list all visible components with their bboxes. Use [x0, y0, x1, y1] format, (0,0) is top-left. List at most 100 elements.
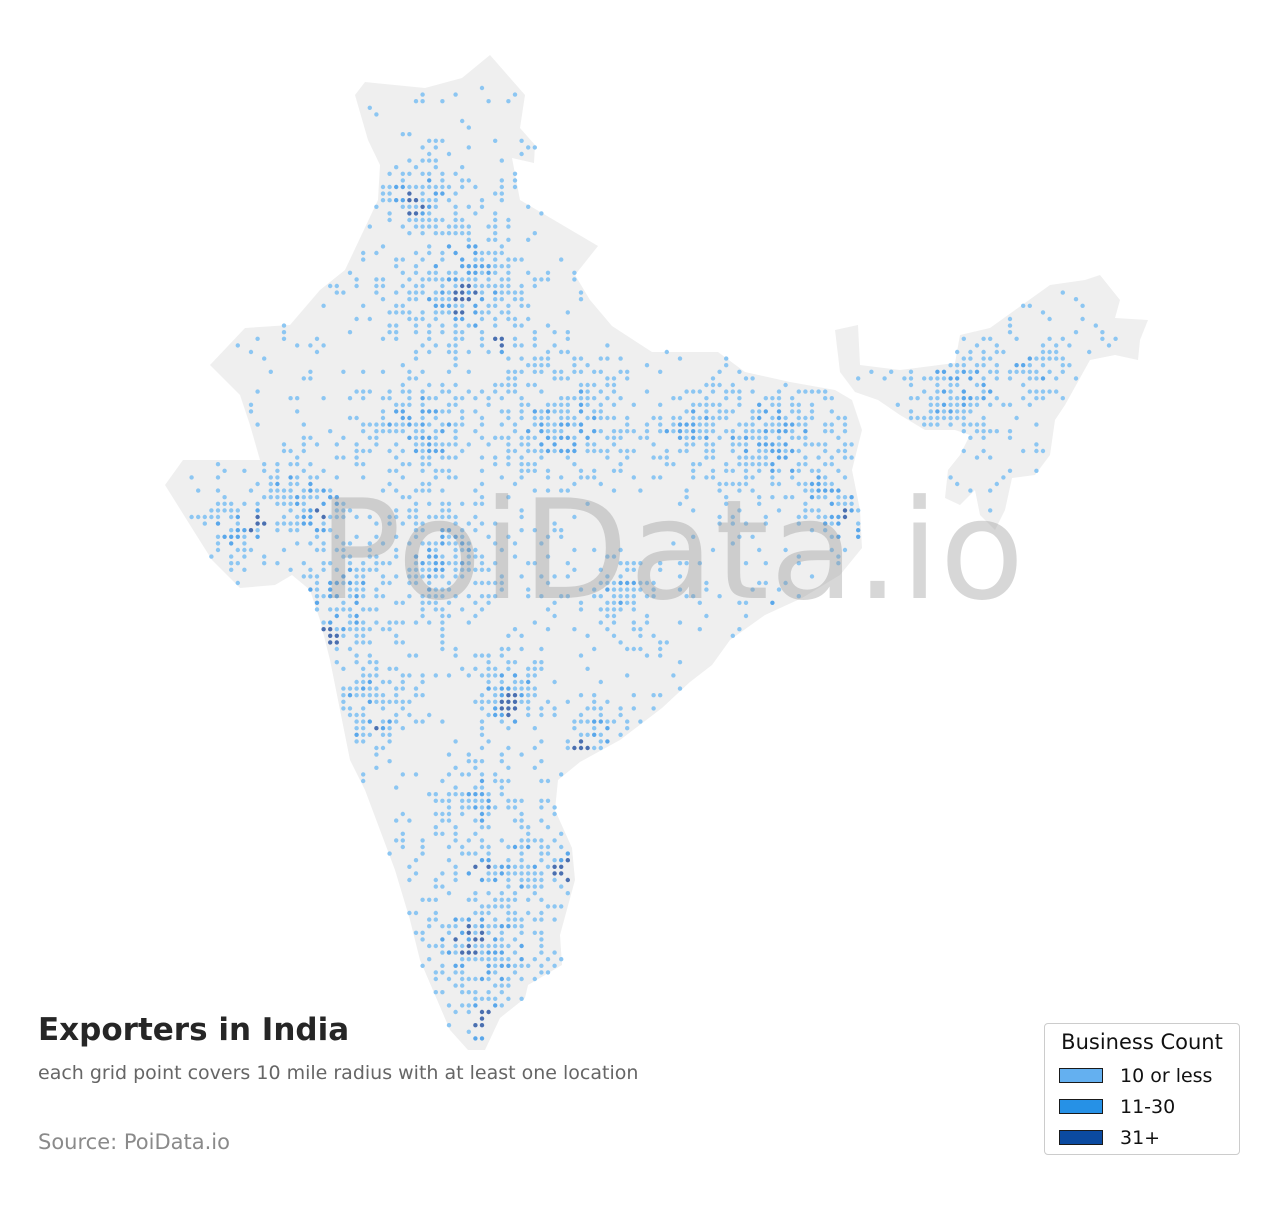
grid-point: [724, 356, 729, 361]
grid-point: [691, 468, 696, 473]
grid-point: [433, 897, 438, 902]
grid-point: [842, 547, 848, 553]
grid-point: [301, 448, 306, 454]
grid-point: [493, 224, 498, 229]
grid-point: [460, 534, 465, 539]
grid-point: [499, 983, 504, 988]
grid-point: [757, 468, 762, 473]
grid-point: [776, 422, 782, 427]
grid-point: [598, 369, 603, 374]
grid-point: [981, 435, 986, 440]
grid-point: [994, 429, 999, 434]
grid-point: [763, 462, 768, 467]
grid-point: [856, 534, 861, 539]
grid-point: [361, 673, 366, 678]
grid-point: [440, 250, 445, 256]
legend-item-low: 10 or less: [1053, 1060, 1231, 1091]
grid-point: [427, 171, 432, 176]
grid-point: [446, 442, 452, 447]
grid-point: [460, 409, 465, 414]
grid-point: [479, 937, 485, 942]
grid-point: [413, 264, 419, 269]
grid-point: [743, 613, 749, 619]
grid-point: [380, 283, 386, 289]
grid-point: [433, 145, 438, 150]
grid-point: [941, 389, 947, 394]
grid-point: [453, 554, 458, 559]
grid-point: [545, 356, 551, 361]
grid-point: [783, 495, 788, 500]
grid-point: [519, 415, 524, 421]
grid-point: [314, 508, 320, 513]
grid-point: [1027, 376, 1033, 381]
grid-point: [479, 521, 485, 526]
grid-point: [460, 574, 465, 579]
grid-point: [394, 574, 399, 579]
grid-point: [526, 204, 531, 209]
grid-point: [479, 250, 485, 256]
grid-point: [552, 917, 557, 922]
grid-point: [361, 475, 366, 480]
grid-point: [1080, 303, 1085, 308]
grid-point: [506, 264, 511, 269]
grid-point: [532, 877, 537, 883]
grid-point: [420, 851, 425, 856]
grid-point: [493, 996, 498, 1001]
grid-point: [1040, 310, 1046, 315]
grid-point: [552, 805, 557, 810]
grid-point: [380, 422, 386, 427]
grid-point: [611, 719, 617, 724]
grid-point: [446, 613, 452, 619]
grid-point: [334, 508, 339, 513]
grid-point: [400, 171, 405, 176]
grid-point: [512, 627, 518, 632]
legend-label-mid: 11-30: [1120, 1095, 1176, 1118]
grid-point: [413, 521, 419, 526]
grid-point: [453, 277, 458, 282]
grid-point: [618, 356, 623, 361]
grid-point: [420, 448, 425, 454]
grid-point: [519, 693, 524, 698]
grid-point: [374, 521, 379, 526]
grid-point: [493, 937, 498, 942]
grid-point: [618, 369, 623, 374]
grid-point: [743, 429, 749, 434]
grid-point: [552, 877, 557, 883]
grid-point: [295, 495, 300, 500]
grid-point: [776, 468, 782, 473]
grid-point: [625, 415, 630, 421]
grid-point: [354, 653, 359, 658]
grid-point: [908, 376, 914, 381]
grid-point: [466, 237, 471, 242]
grid-point: [809, 488, 815, 493]
grid-point: [374, 752, 379, 757]
grid-point: [526, 844, 531, 850]
grid-point: [829, 488, 834, 493]
grid-point: [347, 613, 353, 619]
grid-point: [994, 376, 999, 381]
grid-point: [697, 462, 702, 467]
grid-point: [420, 541, 425, 546]
grid-point: [981, 389, 986, 394]
grid-point: [618, 732, 623, 737]
grid-point: [526, 270, 531, 275]
grid-point: [427, 462, 432, 467]
grid-point: [460, 224, 465, 229]
grid-point: [466, 990, 471, 995]
grid-point: [526, 448, 531, 454]
grid-point: [466, 620, 471, 625]
grid-point: [361, 422, 366, 427]
grid-point: [394, 336, 399, 341]
grid-point: [783, 422, 788, 427]
grid-point: [796, 415, 801, 421]
grid-point: [479, 330, 485, 335]
grid-point: [361, 726, 366, 731]
grid-point: [499, 580, 504, 586]
grid-point: [473, 501, 478, 506]
grid-point: [486, 349, 491, 355]
grid-point: [618, 587, 623, 592]
grid-point: [935, 409, 940, 414]
grid-point: [400, 838, 405, 843]
grid-point: [209, 508, 214, 513]
grid-point: [479, 785, 485, 790]
